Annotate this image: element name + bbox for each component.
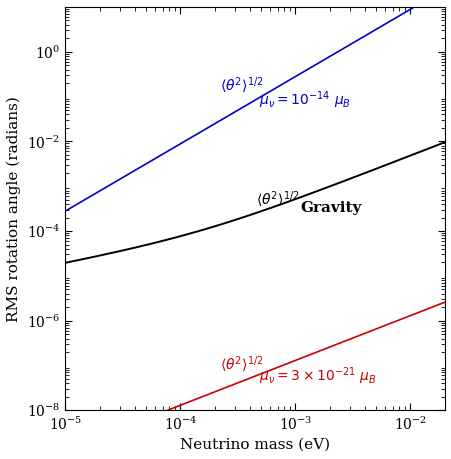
Y-axis label: RMS rotation angle (radians): RMS rotation angle (radians): [7, 96, 21, 322]
X-axis label: Neutrino mass (eV): Neutrino mass (eV): [180, 438, 330, 452]
Text: $\langle\theta^2\rangle^{1/2}$: $\langle\theta^2\rangle^{1/2}$: [219, 76, 262, 96]
Text: $\mu_\nu = 3 \times 10^{-21}\ \mu_B$: $\mu_\nu = 3 \times 10^{-21}\ \mu_B$: [258, 365, 376, 387]
Text: $\mu_\nu = 10^{-14}\ \mu_B$: $\mu_\nu = 10^{-14}\ \mu_B$: [258, 90, 350, 111]
Text: $\langle\theta^2\rangle^{1/2}$: $\langle\theta^2\rangle^{1/2}$: [255, 190, 298, 210]
Text: Gravity: Gravity: [299, 202, 361, 215]
Text: $\langle\theta^2\rangle^{1/2}$: $\langle\theta^2\rangle^{1/2}$: [219, 354, 262, 375]
